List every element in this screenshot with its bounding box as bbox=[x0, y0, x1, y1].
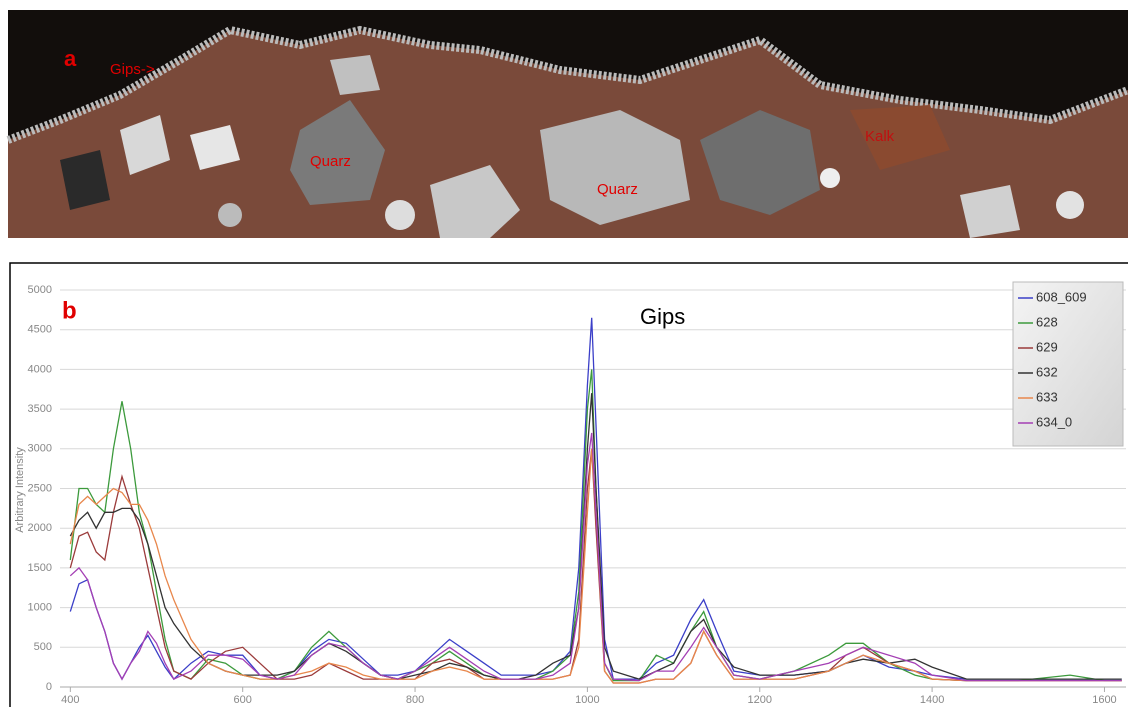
y-tick-label: 0 bbox=[46, 681, 52, 693]
y-tick-label: 1500 bbox=[28, 562, 52, 574]
x-tick-label: 1400 bbox=[920, 694, 944, 706]
y-tick-label: 2000 bbox=[28, 522, 52, 534]
panel-label: a bbox=[64, 46, 77, 71]
legend-label: 633 bbox=[1036, 389, 1058, 404]
image-annotation: Quarz bbox=[310, 153, 351, 170]
y-axis-label: Arbitrary Intensity bbox=[14, 447, 26, 533]
image-annotation: Kalk bbox=[865, 128, 895, 145]
chart-annotation: Gips bbox=[640, 304, 685, 329]
x-tick-label: 1000 bbox=[575, 694, 599, 706]
panel-a-image bbox=[8, 10, 1128, 238]
y-tick-label: 4000 bbox=[28, 363, 52, 375]
legend-label: 628 bbox=[1036, 314, 1058, 329]
x-tick-label: 1200 bbox=[748, 694, 772, 706]
y-tick-label: 4500 bbox=[28, 324, 52, 336]
y-tick-label: 3000 bbox=[28, 443, 52, 455]
x-tick-label: 600 bbox=[234, 694, 252, 706]
x-tick-label: 800 bbox=[406, 694, 424, 706]
legend-label: 629 bbox=[1036, 339, 1058, 354]
x-tick-label: 1600 bbox=[1092, 694, 1116, 706]
panel-label: b bbox=[62, 297, 77, 324]
y-tick-label: 500 bbox=[34, 641, 52, 653]
series-line bbox=[70, 433, 1121, 681]
y-tick-label: 2500 bbox=[28, 482, 52, 494]
plot: 0 500 1000 1500 2000 2500 3000 3500 4000 4500 5000… bbox=[28, 282, 1126, 706]
legend-label: 634_0 bbox=[1036, 414, 1072, 429]
y-tick-label: 5000 bbox=[28, 284, 52, 296]
image-annotation: Quarz bbox=[597, 181, 638, 198]
legend-label: 608_609 bbox=[1036, 289, 1087, 304]
figure: a Gips-> Quarz Quarz Kalk 0 500 1000 1500 20… bbox=[0, 0, 1128, 707]
y-tick-label: 1000 bbox=[28, 602, 52, 614]
x-tick-label: 400 bbox=[61, 694, 79, 706]
legend-label: 632 bbox=[1036, 364, 1058, 379]
y-tick-label: 3500 bbox=[28, 403, 52, 415]
image-annotation: Gips-> bbox=[110, 61, 155, 78]
